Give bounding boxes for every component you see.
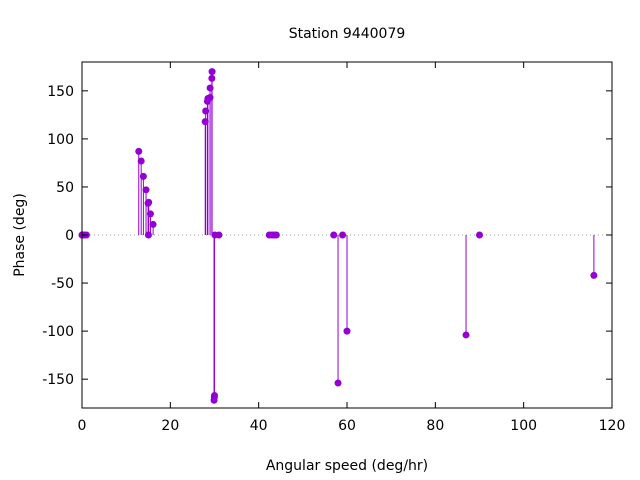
y-tick-label: -150 (42, 372, 74, 388)
x-tick-label: 80 (426, 418, 444, 434)
data-point (142, 186, 150, 194)
y-axis-title: Phase (deg) (12, 193, 28, 277)
data-point (135, 147, 143, 155)
x-axis-title: Angular speed (deg/hr) (266, 458, 428, 474)
x-tick-label: 100 (510, 418, 537, 434)
data-point (476, 231, 483, 239)
y-tick-label: 50 (56, 180, 74, 196)
data-point (145, 198, 153, 206)
data-point (139, 172, 147, 180)
data-point (343, 327, 351, 335)
data-point (208, 68, 216, 76)
data-point (330, 231, 338, 239)
data-point (211, 392, 218, 400)
data-point (272, 231, 280, 239)
data-point (215, 231, 223, 239)
x-tick-label: 20 (161, 418, 179, 434)
y-tick-label: -50 (51, 276, 74, 292)
x-axis: 0 20 40 60 80 100 120 (78, 62, 626, 434)
data-point (590, 271, 598, 279)
data-point (137, 157, 145, 165)
data-point (339, 231, 347, 239)
x-tick-label: 0 (78, 418, 87, 434)
data-point (462, 331, 470, 339)
data-point (146, 210, 154, 218)
y-tick-label: 150 (47, 84, 74, 100)
y-axis: -150 -100 -50 0 50 100 150 (42, 84, 612, 388)
data-point (334, 379, 342, 387)
x-tick-label: 120 (599, 418, 626, 434)
y-tick-label: -100 (42, 324, 74, 340)
stems-layer (78, 68, 598, 404)
x-tick-label: 40 (250, 418, 268, 434)
data-point (149, 220, 157, 228)
x-tick-label: 60 (338, 418, 356, 434)
y-tick-label: 0 (65, 228, 74, 244)
chart-title: Station 9440079 (289, 26, 406, 42)
y-tick-label: 100 (47, 132, 74, 148)
